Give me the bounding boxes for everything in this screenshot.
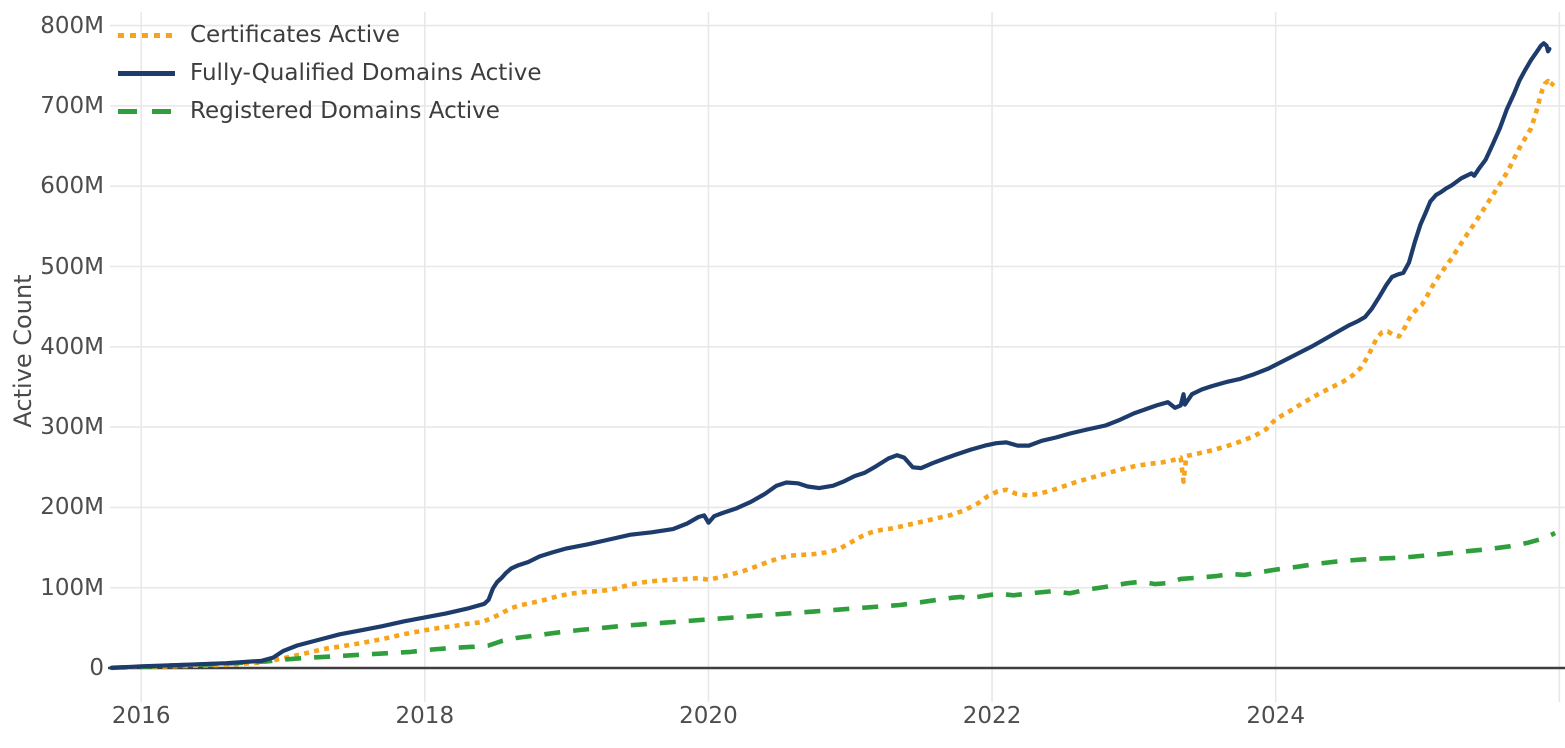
fully-qualified-domains-line[interactable]	[109, 41, 1552, 670]
legend-item-certificates-active[interactable]: Certificates Active	[118, 21, 541, 49]
legend: Certificates Active Fully-Qualified Doma…	[118, 21, 541, 125]
x-tick-label: 2020	[679, 703, 738, 729]
registered-domains-line[interactable]	[111, 531, 1557, 671]
legend-label: Registered Domains Active	[190, 97, 500, 124]
x-tick-label: 2024	[1246, 703, 1305, 729]
y-tick-label: 500M	[40, 253, 104, 280]
x-tick-label: 2018	[395, 703, 455, 729]
y-tick-label: 100M	[40, 574, 104, 601]
legend-label: Certificates Active	[190, 21, 400, 48]
y-tick-label: 700M	[40, 92, 104, 119]
y-tick-label: 200M	[40, 494, 104, 521]
fully-qualified-domains-solid-swatch	[118, 70, 175, 76]
legend-item-fully-qualified-domains-active[interactable]: Fully-Qualified Domains Active	[118, 59, 541, 87]
legend-label: Fully-Qualified Domains Active	[190, 59, 542, 86]
legend-item-registered-domains-active[interactable]: Registered Domains Active	[118, 97, 541, 125]
y-tick-label: 0	[89, 655, 104, 681]
certificates-active-dotted-swatch	[118, 32, 175, 38]
y-tick-label: 600M	[40, 173, 104, 200]
registered-domains-dashed-swatch	[118, 108, 175, 114]
y-tick-label: 800M	[40, 12, 104, 39]
y-tick-label: 400M	[40, 333, 104, 360]
x-tick-label: 2016	[111, 703, 171, 729]
y-tick-label: 300M	[40, 414, 104, 441]
certificates-active-line[interactable]	[111, 78, 1556, 671]
x-tick-label: 2022	[962, 703, 1022, 729]
